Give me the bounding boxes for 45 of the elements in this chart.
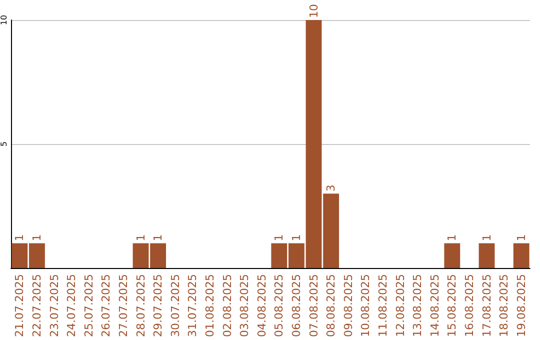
data-label: 1 <box>290 234 303 242</box>
data-label: 3 <box>324 184 338 192</box>
data-label: 1 <box>272 234 286 242</box>
x-tick-label: 18.08.2025 <box>498 274 511 338</box>
x-tick-label: 28.07.2025 <box>134 274 148 338</box>
x-tick-label: 27.07.2025 <box>116 274 130 338</box>
x-tick-label: 14.08.2025 <box>428 274 442 338</box>
x-tick-label: 25.07.2025 <box>82 274 96 338</box>
data-label: 1 <box>514 234 528 242</box>
data-label: 1 <box>446 234 459 242</box>
data-label: 1 <box>152 234 165 242</box>
x-tick-label: 24.07.2025 <box>65 274 78 338</box>
x-tick-label: 11.08.2025 <box>376 274 390 338</box>
x-tick-label: 02.08.2025 <box>220 274 234 338</box>
x-tick-label: 29.07.2025 <box>152 274 165 338</box>
x-tick-label: 07.08.2025 <box>307 274 320 338</box>
x-tick-label: 22.07.2025 <box>30 274 44 338</box>
y-tick-label: 5 <box>0 141 8 147</box>
data-label: 10 <box>307 4 320 18</box>
x-tick-label: 06.08.2025 <box>290 274 303 338</box>
x-tick-label: 08.08.2025 <box>324 274 338 338</box>
x-tick-label: 21.07.2025 <box>13 274 26 338</box>
x-tick-label: 17.08.2025 <box>480 274 494 338</box>
x-tick-label: 12.08.2025 <box>394 274 407 338</box>
x-tick-label: 05.08.2025 <box>272 274 286 338</box>
x-tick-label: 19.08.2025 <box>514 274 528 338</box>
data-label: 1 <box>30 234 44 242</box>
bar <box>513 243 530 268</box>
x-tick-label: 26.07.2025 <box>100 274 113 338</box>
x-tick-label: 01.08.2025 <box>203 274 216 338</box>
x-tick-label: 03.08.2025 <box>238 274 252 338</box>
data-label: 1 <box>480 234 494 242</box>
data-label: 1 <box>13 234 26 242</box>
x-tick-label: 16.08.2025 <box>462 274 476 338</box>
data-label: 1 <box>134 234 148 242</box>
x-tick-label: 23.07.2025 <box>48 274 61 338</box>
bar <box>478 243 495 268</box>
x-tick-label: 09.08.2025 <box>342 274 355 338</box>
x-tick-label: 04.08.2025 <box>255 274 268 338</box>
x-tick-label: 30.07.2025 <box>168 274 182 338</box>
x-tick-label: 15.08.2025 <box>446 274 459 338</box>
x-tick-label: 31.07.2025 <box>186 274 200 338</box>
bar <box>444 243 460 268</box>
x-tick-label: 10.08.2025 <box>359 274 372 338</box>
x-tick-label: 13.08.2025 <box>411 274 424 338</box>
